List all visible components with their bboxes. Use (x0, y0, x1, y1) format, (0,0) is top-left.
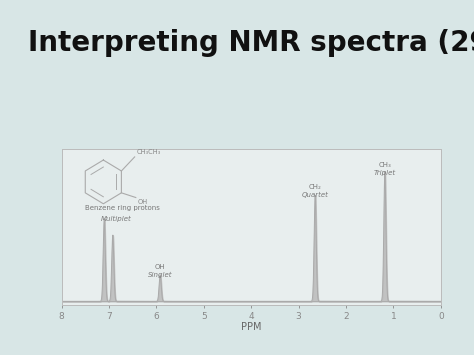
Text: OH: OH (155, 263, 165, 269)
Text: CH₃: CH₃ (379, 162, 391, 168)
Text: Benzene ring protons: Benzene ring protons (85, 205, 160, 211)
X-axis label: PPM: PPM (241, 322, 262, 332)
Text: Multiplet: Multiplet (100, 216, 131, 222)
Text: Triplet: Triplet (374, 169, 396, 176)
Text: CH₂: CH₂ (309, 184, 322, 190)
Text: Quartet: Quartet (302, 192, 328, 198)
Text: CH₃CH₃: CH₃CH₃ (137, 149, 161, 155)
Text: OH: OH (137, 199, 147, 205)
Text: Interpreting NMR spectra (29.5): Interpreting NMR spectra (29.5) (28, 29, 474, 58)
Text: Singlet: Singlet (148, 271, 173, 278)
